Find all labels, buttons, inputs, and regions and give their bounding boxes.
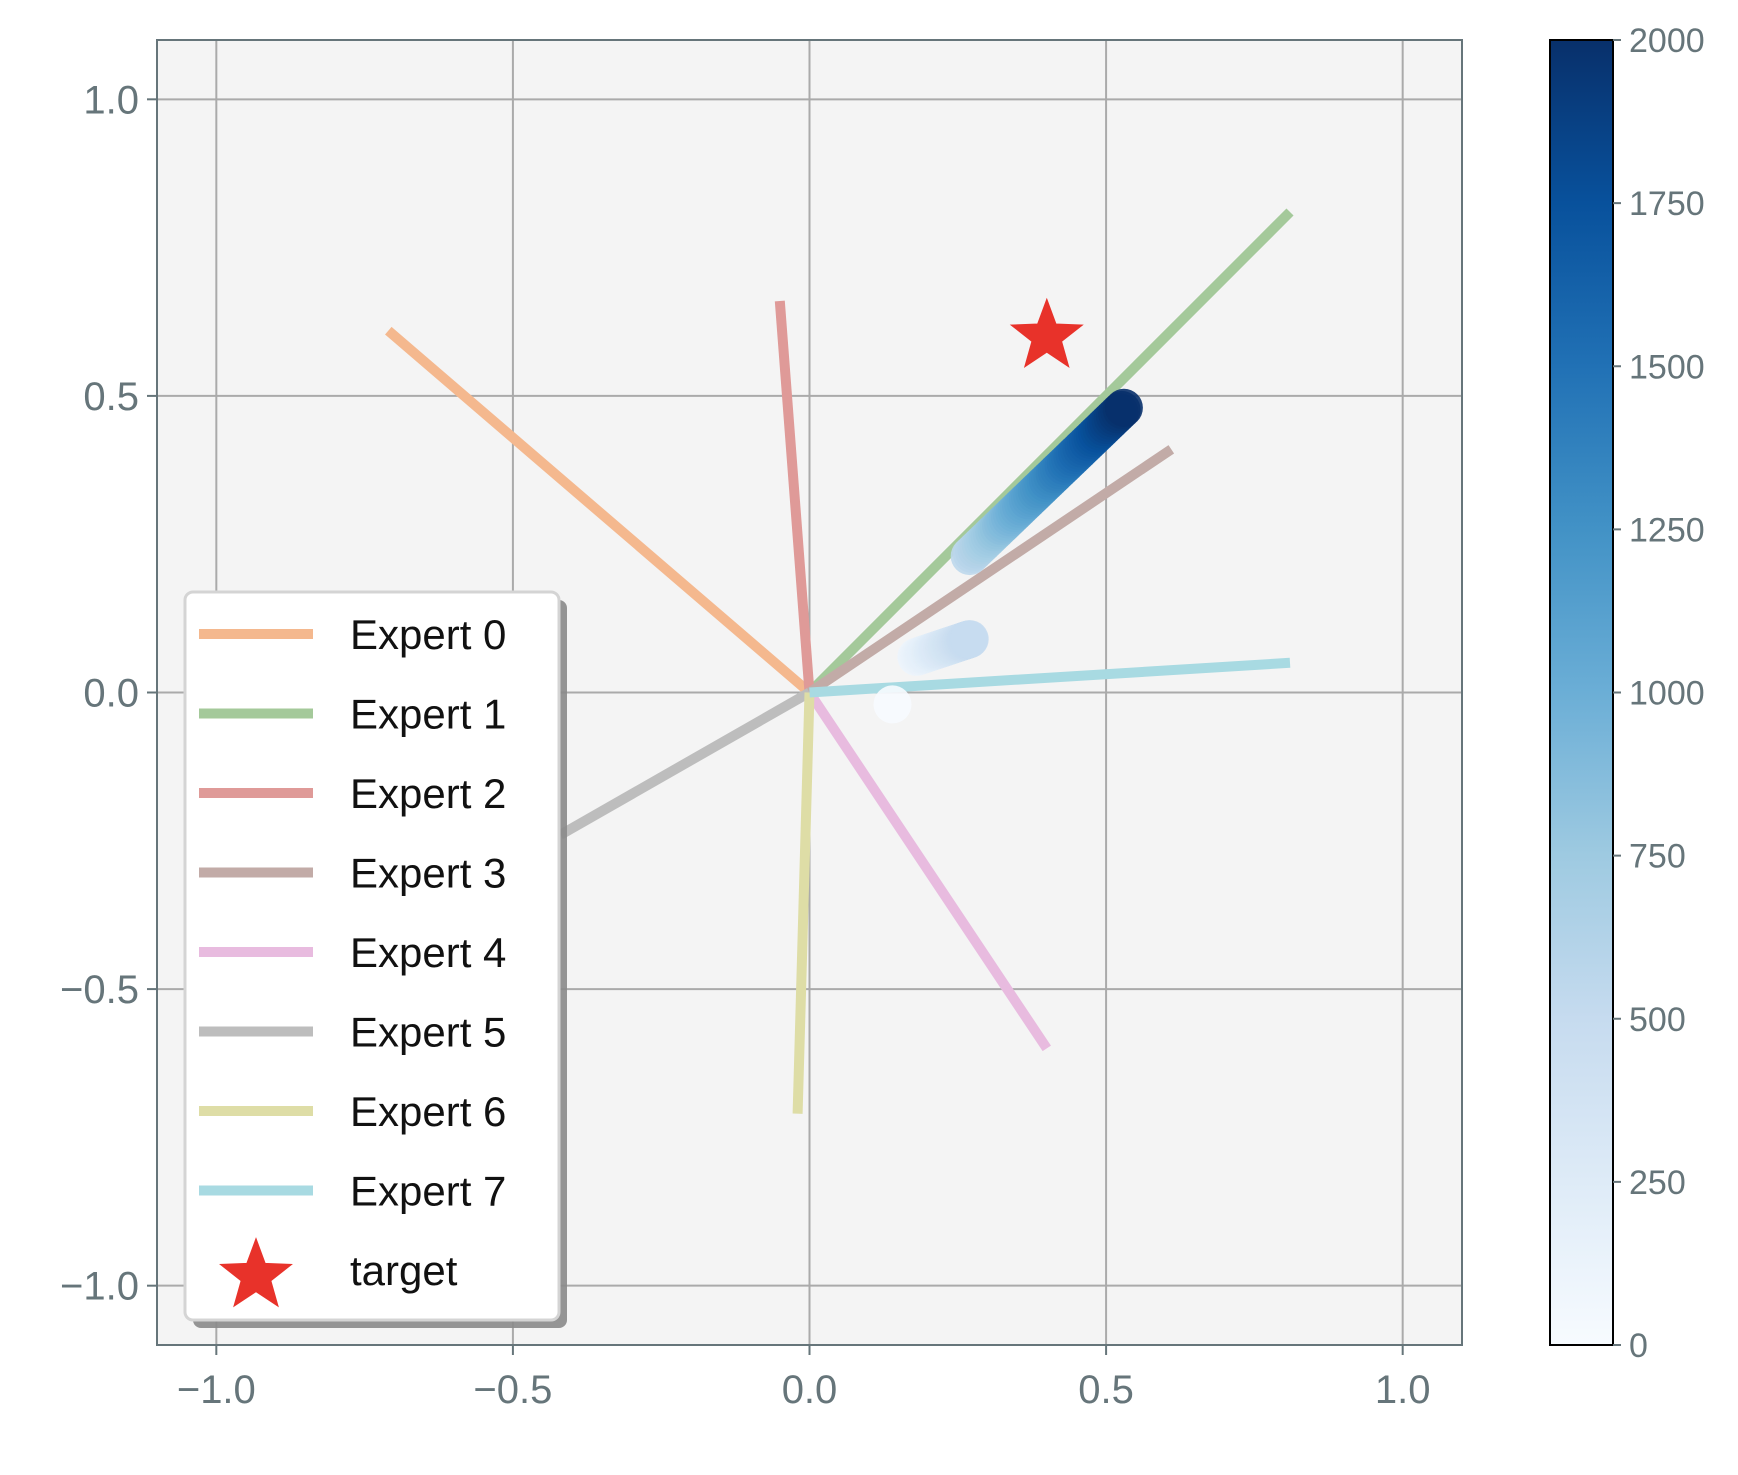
series-line-expert-0 — [385, 326, 813, 697]
legend-label-expert-3: Expert 3 — [350, 850, 506, 897]
axis-layer: −1.0 −0.5 0.0 0.5 1.0 −1.0 −0.5 0.0 0.5 1.0 — [60, 78, 1430, 1412]
target-marker — [1009, 297, 1084, 369]
legend-label-expert-2: Expert 2 — [350, 770, 506, 817]
colorbar-gradient — [1549, 39, 1614, 1346]
x-tick-label: −1.0 — [177, 1368, 256, 1412]
legend-label-target: target — [350, 1247, 458, 1294]
colorbar-tick-label: 0 — [1629, 1327, 1648, 1365]
y-tick-label: 0.5 — [83, 375, 139, 419]
series-line-expert-6 — [792, 692, 815, 1114]
colorbar-tick-label: 1250 — [1629, 511, 1705, 549]
y-tick-label: 1.0 — [83, 78, 139, 122]
trajectory-point — [950, 620, 989, 659]
x-tick-label: −0.5 — [473, 1368, 552, 1412]
colorbar: 0 250 500 750 1000 1250 1500 1750 2000 — [1549, 22, 1705, 1365]
x-tick-label: 0.5 — [1078, 1368, 1134, 1412]
trajectory-point — [873, 685, 912, 724]
colorbar-tick-label: 1500 — [1629, 348, 1705, 386]
x-tick-label: 0.0 — [782, 1368, 838, 1412]
legend-box — [183, 590, 561, 1322]
y-tick-label: −0.5 — [60, 968, 139, 1012]
series-line-expert-2 — [774, 300, 815, 693]
y-tick-label: −1.0 — [60, 1265, 139, 1309]
legend-label-expert-5: Expert 5 — [350, 1009, 506, 1056]
series-line-expert-4 — [805, 689, 1051, 1052]
series-line-expert-1 — [805, 208, 1294, 697]
series-line-expert-5 — [557, 688, 812, 840]
target-layer — [1009, 297, 1084, 369]
trajectory-point — [1104, 388, 1143, 427]
colorbar-tick-label: 1750 — [1629, 185, 1705, 223]
x-tick-label: 1.0 — [1375, 1368, 1431, 1412]
legend-label-expert-6: Expert 6 — [350, 1088, 506, 1135]
series-line-expert-3 — [806, 445, 1175, 697]
colorbar-tick-label: 2000 — [1629, 22, 1705, 60]
legend-label-expert-7: Expert 7 — [350, 1168, 506, 1215]
legend-label-expert-0: Expert 0 — [350, 611, 506, 658]
legend-label-expert-1: Expert 1 — [350, 691, 506, 738]
colorbar-tick-label: 750 — [1629, 838, 1686, 876]
legend-label-expert-4: Expert 4 — [350, 929, 506, 976]
colorbar-tick-label: 500 — [1629, 1001, 1686, 1039]
colorbar-tick-label: 250 — [1629, 1164, 1686, 1202]
legend-swatch-target — [219, 1237, 293, 1308]
colorbar-tick-label: 1000 — [1629, 675, 1705, 713]
y-tick-label: 0.0 — [83, 672, 139, 716]
legend: Expert 0 Expert 1 Expert 2 Expert 3 Expert 4… — [183, 590, 567, 1328]
trajectory-layer — [873, 388, 1143, 724]
